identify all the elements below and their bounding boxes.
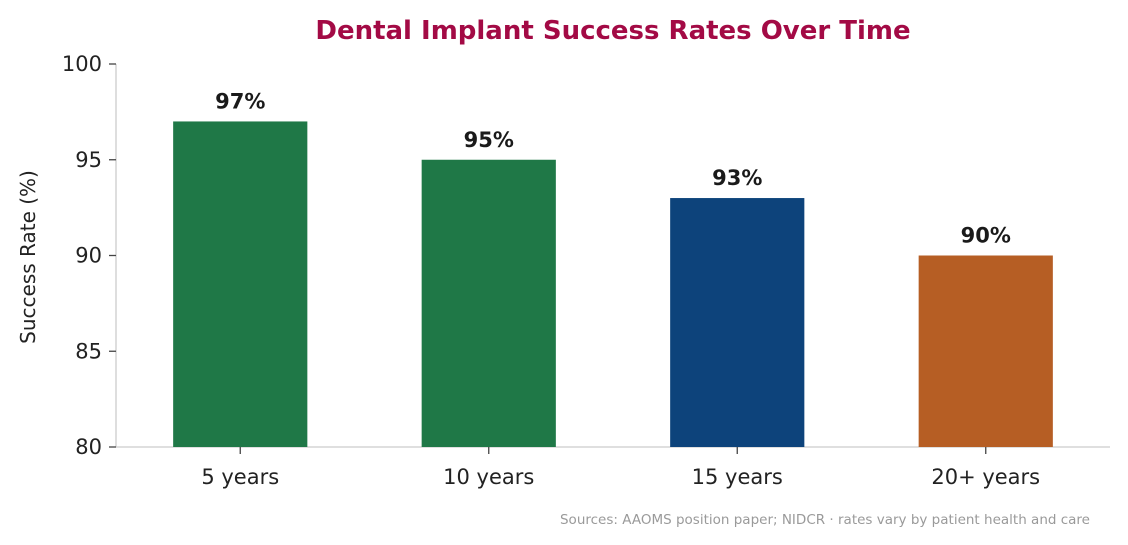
y-ticks: 80 85 90 95 100 — [62, 52, 116, 459]
y-tick-label: 100 — [62, 52, 102, 76]
source-note: Sources: AAOMS position paper; NIDCR · r… — [560, 512, 1090, 528]
bar — [421, 159, 556, 447]
bars: 97% 95% 93% 90% — [173, 89, 1053, 447]
bar-value-label: 95% — [464, 128, 514, 152]
x-tick-label: 10 years — [443, 465, 534, 489]
y-tick-label: 85 — [75, 339, 102, 363]
x-tick-label: 20+ years — [931, 465, 1040, 489]
x-tick-label: 5 years — [201, 465, 279, 489]
y-tick-label: 95 — [75, 148, 102, 172]
bar — [918, 255, 1053, 447]
x-tick-label: 15 years — [692, 465, 783, 489]
x-ticks: 5 years 10 years 15 years 20+ years — [201, 447, 1040, 489]
y-tick-label: 80 — [75, 435, 102, 459]
bar-value-label: 93% — [712, 166, 762, 190]
bar-value-label: 97% — [215, 89, 265, 113]
y-axis-title-group: Success Rate (%) — [16, 170, 40, 344]
chart-title: Dental Implant Success Rates Over Time — [315, 16, 910, 46]
bar — [670, 198, 805, 447]
y-axis-title: Success Rate (%) — [16, 170, 40, 344]
bar-value-label: 90% — [961, 224, 1011, 248]
y-tick-label: 90 — [75, 244, 102, 268]
bar — [173, 121, 308, 447]
